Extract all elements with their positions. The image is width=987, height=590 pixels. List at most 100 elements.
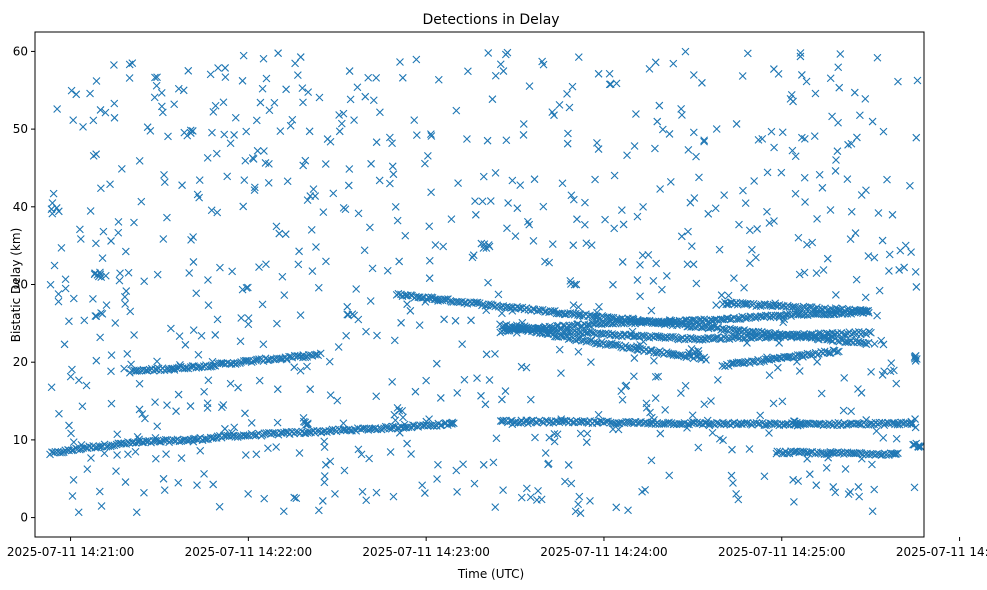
noise-point (77, 440, 86, 449)
noise-point (767, 127, 776, 136)
noise-point (778, 397, 787, 406)
noise-point (48, 209, 57, 218)
track-5-point (716, 315, 725, 324)
noise-point (789, 475, 798, 484)
noise-point (689, 71, 698, 79)
noise-point (163, 401, 171, 409)
noise-point (705, 421, 714, 430)
noise-point (321, 460, 330, 469)
noise-point (460, 375, 469, 384)
noise-point (389, 170, 398, 179)
noise-point (452, 106, 461, 115)
noise-point (712, 125, 721, 133)
noise-point (86, 207, 95, 215)
noise-point (157, 89, 166, 97)
noise-point (874, 209, 883, 217)
cluster-point (303, 419, 312, 428)
noise-point (727, 471, 736, 480)
noise-point (544, 459, 553, 468)
noise-point (412, 55, 421, 64)
noise-point (230, 131, 238, 139)
track-5-point (751, 314, 760, 322)
noise-point (850, 88, 859, 97)
noise-point (395, 428, 404, 437)
y-tick-label: 0 (20, 511, 28, 525)
noise-point (873, 53, 882, 62)
noise-point (485, 376, 494, 384)
track-8-point (907, 420, 916, 429)
noise-point (650, 356, 658, 365)
noise-point (295, 449, 304, 457)
noise-point (160, 486, 169, 495)
track-7-point (864, 308, 873, 317)
noise-point (226, 379, 235, 388)
track-2-point (394, 289, 403, 298)
noise-point (795, 367, 804, 375)
noise-point (732, 490, 741, 498)
noise-point (116, 269, 124, 278)
noise-point (498, 395, 506, 404)
noise-point (259, 340, 268, 349)
noise-point (200, 469, 208, 478)
noise-point (684, 227, 692, 236)
noise-point (778, 128, 787, 137)
noise-point (715, 434, 724, 443)
noise-point (739, 186, 747, 195)
noise-point (372, 73, 381, 82)
noise-point (912, 283, 921, 291)
noise-point (729, 479, 737, 487)
noise-point (568, 82, 577, 91)
track-4-point (810, 331, 819, 340)
noise-point (158, 108, 167, 117)
noise-point (179, 86, 188, 95)
noise-point (120, 293, 129, 301)
noise-point (162, 450, 170, 458)
noise-point (146, 126, 155, 135)
noise-point (82, 381, 91, 390)
noise-point (306, 385, 315, 394)
noise-point (878, 371, 887, 379)
track-7-point (856, 305, 865, 314)
noise-point (574, 303, 583, 311)
noise-point (610, 171, 619, 180)
noise-point (894, 77, 902, 86)
noise-point (844, 140, 852, 149)
track-2-point (586, 311, 594, 320)
track-6-point (807, 351, 815, 360)
noise-point (511, 232, 520, 240)
noise-point (831, 167, 840, 175)
cluster-point (796, 421, 805, 429)
track-0-point (429, 422, 438, 431)
noise-point (72, 90, 81, 99)
noise-point (812, 481, 821, 490)
noise-point (54, 297, 63, 306)
chart-title: Detections in Delay (422, 12, 559, 28)
noise-point (694, 443, 703, 452)
noise-point (870, 485, 879, 494)
noise-point (595, 302, 603, 311)
noise-point (153, 422, 162, 431)
noise-point (372, 392, 381, 401)
noise-point (765, 429, 773, 437)
noise-point (67, 86, 76, 95)
noise-point (110, 99, 119, 108)
noise-point (619, 220, 628, 229)
noise-point (907, 417, 916, 426)
track-9-point (851, 449, 859, 458)
noise-point (651, 372, 660, 381)
noise-point (746, 259, 754, 268)
noise-point (887, 359, 896, 368)
track-2-point (726, 324, 734, 333)
track-8-point (762, 421, 770, 430)
noise-point (813, 214, 821, 223)
noise-point (740, 283, 748, 292)
noise-point (241, 409, 249, 418)
noise-point (111, 319, 120, 327)
y-tick-label: 50 (13, 122, 28, 136)
noise-point (170, 366, 179, 374)
track-5-point (548, 323, 557, 332)
noise-point (193, 481, 201, 490)
noise-point (878, 236, 887, 245)
noise-point (319, 208, 328, 217)
noise-point (167, 324, 175, 333)
